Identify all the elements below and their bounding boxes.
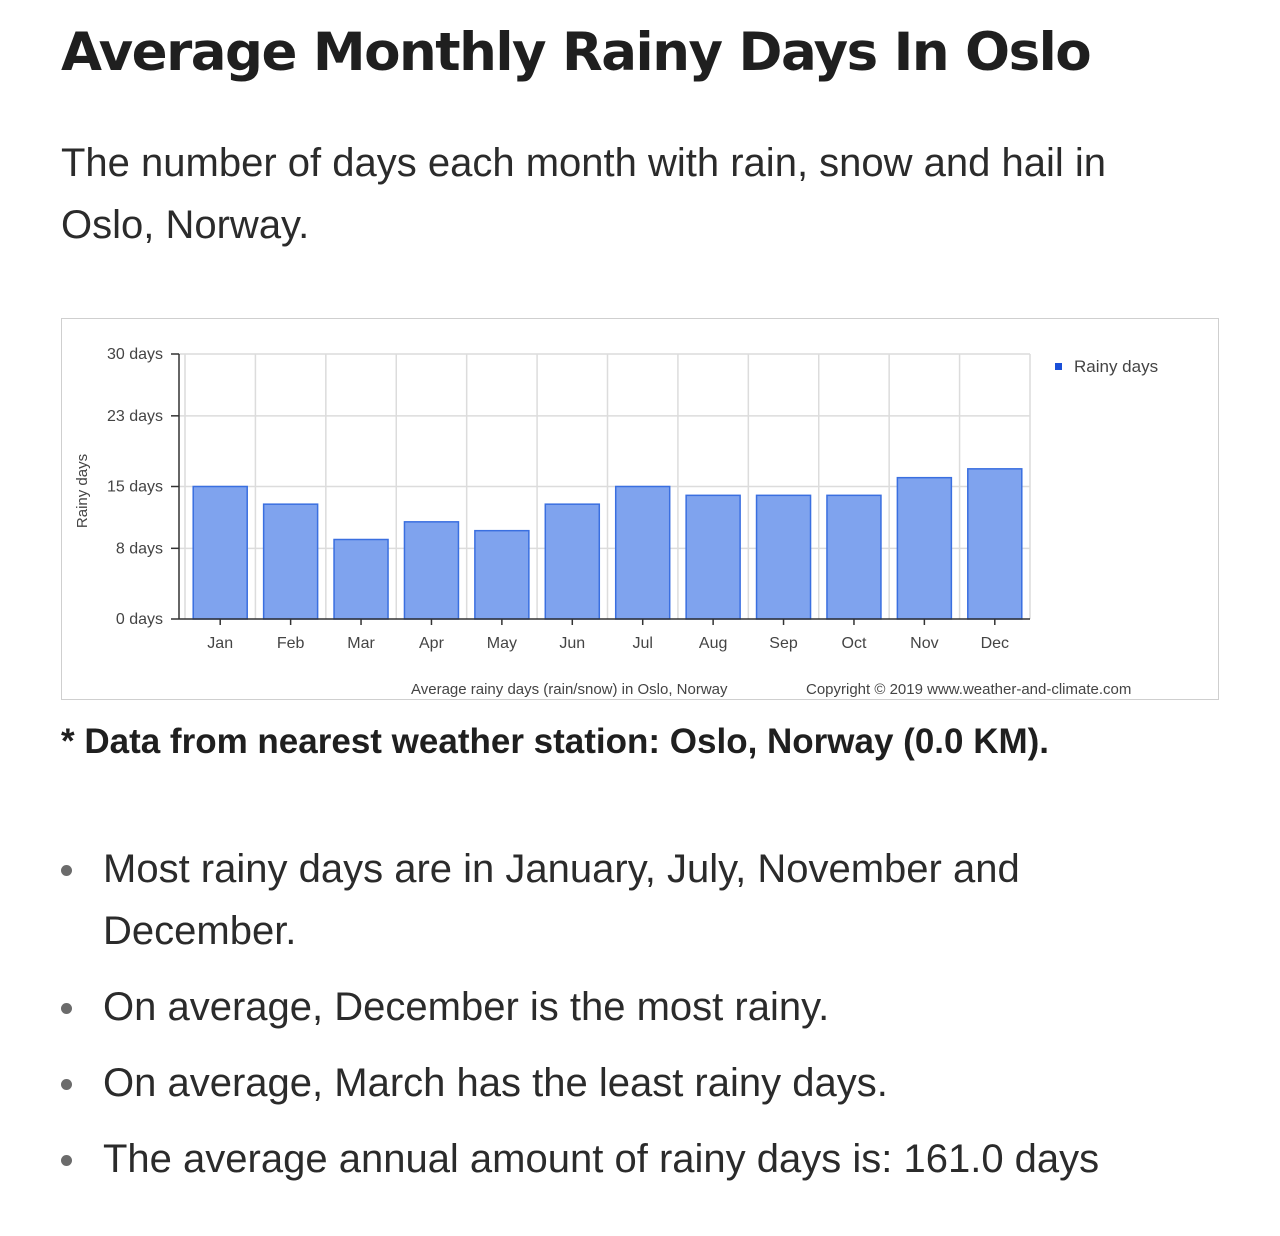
bullet-icon — [61, 865, 72, 876]
x-tick-label: Oct — [842, 635, 867, 652]
y-tick-label: 23 days — [107, 408, 163, 425]
bar — [896, 476, 953, 620]
legend-marker — [1055, 363, 1062, 370]
chart-canvas: 0 days 8 days 15 days 23 days 30 days Jan Feb M… — [74, 346, 1158, 698]
y-tick-label: 8 days — [116, 540, 163, 557]
chart-caption: Average rainy days (rain/snow) in Oslo, … — [411, 681, 728, 698]
y-axis-title: Rainy days — [74, 454, 91, 528]
chart-bars — [192, 468, 1023, 620]
y-tick-label: 0 days — [116, 611, 163, 628]
bar — [333, 538, 389, 620]
bar — [262, 503, 319, 620]
x-tick-label: May — [487, 635, 517, 652]
fact-item: Most rainy days are in January, July, No… — [61, 838, 1221, 962]
fact-text: Most rainy days are in January, July, No… — [103, 847, 1020, 953]
fact-text: The average annual amount of rainy days … — [103, 1137, 1100, 1181]
x-tick-label: Jun — [559, 635, 585, 652]
bar — [826, 494, 882, 620]
x-tick-label: Mar — [347, 635, 375, 652]
x-tick-label: Sep — [769, 635, 798, 652]
bar — [685, 494, 741, 620]
chart-copyright: Copyright © 2019 www.weather-and-climate… — [806, 681, 1131, 698]
x-tick-label: Feb — [277, 635, 305, 652]
station-note: * Data from nearest weather station: Osl… — [61, 722, 1050, 761]
bullet-icon — [61, 1155, 72, 1166]
x-tick-label: Aug — [699, 635, 727, 652]
bar — [403, 521, 460, 620]
fact-text: On average, March has the least rainy da… — [103, 1061, 888, 1105]
x-tick-label: Dec — [981, 635, 1009, 652]
bar — [192, 485, 248, 620]
bar — [544, 503, 601, 620]
x-tick-label: Apr — [419, 635, 445, 652]
fact-item: The average annual amount of rainy days … — [61, 1128, 1221, 1190]
legend-label: Rainy days — [1074, 357, 1158, 376]
x-tick-label: Jul — [632, 635, 652, 652]
bar — [614, 485, 671, 620]
chart-axes — [171, 353, 1030, 625]
rainy-days-chart: 0 days 8 days 15 days 23 days 30 days Jan Feb M… — [61, 318, 1219, 700]
chart-labels: 0 days 8 days 15 days 23 days 30 days Jan Feb M… — [107, 346, 1009, 652]
facts-list: Most rainy days are in January, July, No… — [61, 838, 1221, 1204]
bullet-icon — [61, 1079, 72, 1090]
bar — [755, 494, 812, 620]
bar — [967, 468, 1023, 620]
fact-text: On average, December is the most rainy. — [103, 985, 830, 1029]
page-title: Average Monthly Rainy Days In Oslo — [61, 22, 1092, 83]
bullet-icon — [61, 1003, 72, 1014]
y-tick-label: 30 days — [107, 346, 163, 363]
y-tick-label: 15 days — [107, 479, 163, 496]
chart-grid — [179, 353, 1031, 619]
fact-item: On average, March has the least rainy da… — [61, 1052, 1221, 1114]
fact-item: On average, December is the most rainy. — [61, 976, 1221, 1038]
x-tick-label: Jan — [207, 635, 233, 652]
intro-text: The number of days each month with rain,… — [61, 141, 1107, 247]
x-tick-label: Nov — [910, 635, 938, 652]
bar — [474, 529, 530, 620]
